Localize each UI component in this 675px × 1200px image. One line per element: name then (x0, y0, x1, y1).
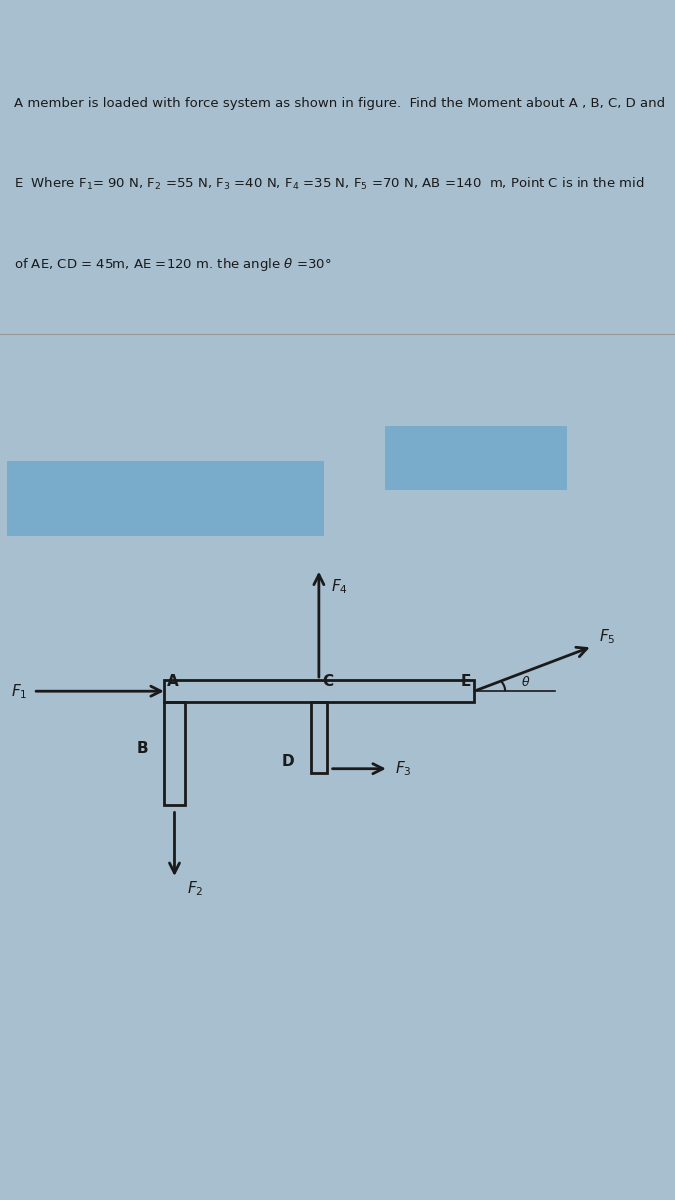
Text: $\theta$: $\theta$ (520, 676, 530, 689)
Text: E  Where F$_1$= 90 N, F$_2$ =55 N, F$_3$ =40 N, F$_4$ =35 N, F$_5$ =70 N, AB =14: E Where F$_1$= 90 N, F$_2$ =55 N, F$_3$ … (14, 176, 644, 192)
Text: $F_2$: $F_2$ (187, 878, 203, 898)
Text: C: C (322, 674, 333, 689)
FancyBboxPatch shape (7, 461, 324, 535)
Text: $F_1$: $F_1$ (11, 682, 27, 701)
Text: $F_3$: $F_3$ (395, 760, 412, 778)
Text: B: B (136, 740, 148, 756)
Text: D: D (281, 754, 294, 769)
Text: E: E (460, 674, 471, 689)
FancyBboxPatch shape (385, 426, 567, 490)
Text: A: A (167, 674, 178, 689)
Text: $F_4$: $F_4$ (331, 577, 348, 595)
Text: $F_5$: $F_5$ (599, 628, 615, 647)
Text: A member is loaded with force system as shown in figure.  Find the Moment about : A member is loaded with force system as … (14, 97, 665, 110)
Text: of AE, CD = 45m, AE =120 m. the angle $\theta$ =30$\degree$: of AE, CD = 45m, AE =120 m. the angle $\… (14, 257, 331, 274)
